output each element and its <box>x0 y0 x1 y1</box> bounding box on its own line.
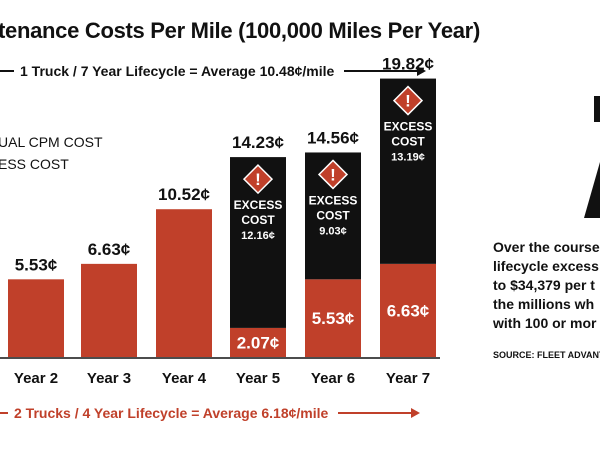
bar-excess-value: 12.16¢ <box>241 230 275 242</box>
banner-bottom-text: 2 Trucks / 4 Year Lifecycle = Average 6.… <box>14 405 329 421</box>
bar-actual-cost <box>156 209 212 357</box>
bar-total-label: 10.52¢ <box>158 185 211 204</box>
banner-bottom-lead-line <box>0 412 8 414</box>
bar-total-label: 14.56¢ <box>307 128 360 147</box>
bar-total-label: 5.53¢ <box>15 255 58 274</box>
bar-base-label: 5.53¢ <box>312 309 355 328</box>
x-tick-label: Year 3 <box>87 370 131 387</box>
x-tick-label: Year 7 <box>386 370 430 387</box>
banner-top-text: 1 Truck / 7 Year Lifecycle = Average 10.… <box>20 63 335 79</box>
side-text-line: the millions wh <box>493 296 595 312</box>
warning-icon <box>317 159 349 190</box>
source-credit: SOURCE: FLEET ADVANTA <box>493 350 600 360</box>
warning-icon-glyph: ! <box>330 165 336 184</box>
bar-excess-word: COST <box>391 135 425 149</box>
x-tick-label: Year 5 <box>236 370 280 387</box>
side-text-line: Over the course <box>493 239 600 255</box>
x-tick-label: Year 4 <box>162 370 207 387</box>
x-tick-label: Year 2 <box>14 370 58 387</box>
bar-base-label: 6.63¢ <box>387 301 430 320</box>
warning-icon-glyph: ! <box>255 170 261 189</box>
bar-excess-word: COST <box>241 213 275 227</box>
bar-actual-cost <box>230 327 286 357</box>
bar-actual-cost <box>81 263 137 357</box>
legend-excess-cost: ESS COST <box>0 156 69 172</box>
side-text-line: to $34,379 per t <box>493 277 595 293</box>
right-arrow-icon <box>338 408 421 418</box>
side-text-line: lifecycle excess <box>493 258 599 274</box>
side-text-line: with 100 or mor <box>493 315 597 331</box>
legend-actual-cpm-cost: UAL CPM COST <box>0 134 103 150</box>
bar-excess-word: EXCESS <box>384 120 433 134</box>
top-lifecycle-banner: 1 Truck / 7 Year Lifecycle = Average 10.… <box>0 63 427 79</box>
bar-excess-value: 13.19¢ <box>391 152 425 164</box>
bar-total-label: 6.63¢ <box>88 240 131 259</box>
right-arrow-icon <box>344 66 427 76</box>
bar-base-label: 2.07¢ <box>237 333 280 352</box>
bar-excess-value: 9.03¢ <box>319 225 347 237</box>
warning-icon <box>392 85 424 116</box>
chart-title: tenance Costs Per Mile (100,000 Miles Pe… <box>0 18 480 43</box>
bar-actual-cost <box>305 279 361 357</box>
warning-icon-glyph: ! <box>405 92 411 111</box>
x-tick-label: Year 6 <box>311 370 355 387</box>
warning-icon <box>242 164 274 195</box>
bottom-lifecycle-banner: 2 Trucks / 4 Year Lifecycle = Average 6.… <box>0 405 421 421</box>
bar-total-label: 14.23¢ <box>232 133 285 152</box>
bar-actual-cost <box>380 263 436 357</box>
bar-actual-cost <box>8 279 64 357</box>
bar-excess-word: EXCESS <box>234 198 283 212</box>
banner-top-lead-line <box>0 70 14 72</box>
bar-excess-word: EXCESS <box>309 193 358 207</box>
bar-excess-word: COST <box>316 208 350 222</box>
